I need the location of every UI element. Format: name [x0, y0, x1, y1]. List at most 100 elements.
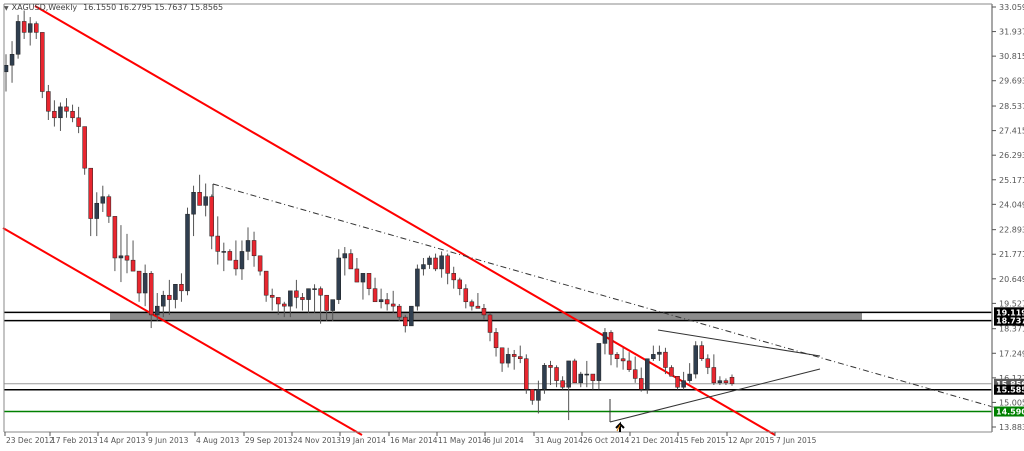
candle [348, 249, 354, 270]
candle-body-up [584, 373, 590, 376]
candle-body-down [729, 376, 735, 385]
trendline-layer[interactable] [2, 5, 1001, 436]
candle [560, 376, 565, 390]
candle [130, 240, 136, 272]
candle [415, 264, 420, 311]
trendline-triangle-upper[interactable] [657, 329, 821, 357]
candle-body-down [82, 126, 87, 169]
candle [536, 380, 541, 414]
candle [112, 216, 118, 272]
candle-body-up [15, 21, 21, 55]
candle-body-down [711, 367, 717, 384]
y-tick-label: 20.6490 [999, 275, 1024, 284]
candle [239, 240, 245, 280]
candle-body-up [330, 299, 335, 311]
price-label-bg [994, 315, 1024, 326]
y-tick-label: 30.8150 [999, 52, 1024, 61]
x-tick-label: 4 Aug 2013 [196, 436, 239, 445]
y-tick-label: 15.0050 [999, 398, 1024, 407]
x-tick-label: 11 May 2014 [438, 436, 487, 445]
x-tick-label: 7 Jun 2015 [776, 436, 817, 445]
trendline-upper-red-channel[interactable] [34, 5, 776, 436]
x-tick-label: 15 Feb 2015 [679, 436, 726, 445]
candle-body-down [215, 235, 220, 252]
candle [360, 273, 366, 300]
candle-body-down [263, 270, 269, 296]
candle-body-down [620, 358, 626, 362]
x-tick-label: 9 Jun 2013 [148, 436, 189, 445]
candle-body-down [136, 270, 142, 294]
candle-body-up [312, 288, 317, 290]
candle-body-down [324, 294, 329, 311]
trendline-dashed-resistance[interactable] [212, 183, 1001, 410]
up-arrow-icon [615, 421, 625, 432]
arrow-accent [616, 424, 621, 432]
candle-body-down [282, 303, 287, 307]
y-tick-label: 16.1270 [999, 374, 1024, 383]
candle [554, 365, 559, 388]
candle-body-up [596, 343, 602, 381]
candle-body-down [469, 301, 475, 307]
candle-body-down [626, 360, 632, 370]
y-tick-label: 18.3710 [999, 325, 1024, 334]
candle-body-down [614, 354, 620, 359]
candle [312, 284, 317, 313]
candle [209, 194, 214, 250]
candle-body-up [687, 373, 692, 381]
candle [409, 305, 414, 327]
candle [669, 365, 674, 377]
candle [203, 183, 208, 217]
candle [306, 288, 311, 313]
candle-body-down [723, 380, 729, 384]
candle [475, 293, 481, 309]
support-zone-rect[interactable] [110, 312, 862, 321]
candle-body-down [366, 273, 372, 289]
candle-body-up [288, 290, 293, 307]
candle-body-down [372, 288, 378, 303]
candle [372, 277, 378, 303]
candle [197, 174, 202, 206]
candle [179, 273, 184, 302]
candle-body-down [572, 360, 577, 384]
candle-body-up [161, 294, 166, 307]
candle-body-down [705, 358, 711, 368]
candle [34, 21, 39, 39]
y-tick-label: 25.1710 [999, 176, 1024, 185]
candle [167, 279, 172, 315]
candle [245, 227, 251, 261]
x-tick-label: 31 Aug 2014 [535, 436, 583, 445]
candle [548, 360, 553, 386]
price-label-bg [994, 406, 1024, 417]
candle-body-up [27, 23, 33, 33]
candle [161, 290, 166, 318]
chart-title: ▼ XAGUSD,Weekly 16.1550 16.2795 15.7637 15… [4, 3, 223, 12]
candle-body-up [421, 264, 426, 270]
y-tick-label: 21.7710 [999, 250, 1024, 259]
candle [336, 249, 341, 304]
candle [263, 270, 269, 302]
candle-body-down [209, 196, 214, 237]
candle-body-down [46, 91, 51, 112]
y-tick-label: 29.6930 [999, 77, 1024, 86]
trendline-lower-red-channel[interactable] [2, 227, 363, 436]
candle-body-down [475, 305, 481, 309]
trendline-triangle-lower[interactable] [609, 368, 821, 423]
candle-body-down [52, 110, 57, 119]
x-tick-label: 29 Sep 2013 [245, 436, 293, 445]
arrow-marker [615, 421, 625, 432]
candle-body-down [251, 240, 257, 257]
price-label-bg [994, 384, 1024, 395]
x-tick-label: 26 Oct 2014 [583, 436, 630, 445]
candle [227, 249, 233, 261]
candle [21, 10, 27, 39]
levels-layer [4, 311, 992, 413]
candle [657, 345, 662, 361]
candle [614, 352, 620, 368]
candle-body-down [632, 369, 638, 379]
candles-layer [3, 10, 735, 421]
dropdown-triangle-icon[interactable]: ▼ [4, 5, 9, 12]
candle [27, 17, 33, 46]
x-tick-label: 6 Jul 2014 [486, 436, 524, 445]
